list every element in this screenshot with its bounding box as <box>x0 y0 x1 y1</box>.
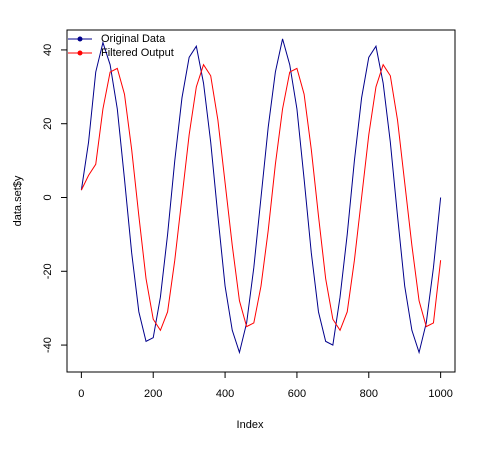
x-tick-label: 0 <box>78 388 84 400</box>
y-tick-label: 0 <box>42 194 54 200</box>
legend-marker <box>77 36 83 42</box>
y-axis-label: data.set$y <box>12 175 24 226</box>
y-tick-label: 40 <box>42 44 54 56</box>
legend-label: Filtered Output <box>101 47 174 59</box>
y-tick-label: -40 <box>42 337 54 353</box>
y-tick-label: 20 <box>42 118 54 130</box>
x-tick-label: 200 <box>144 388 162 400</box>
x-tick-label: 1000 <box>428 388 452 400</box>
y-tick-label: -20 <box>42 263 54 279</box>
x-tick-label: 600 <box>288 388 306 400</box>
x-tick-label: 800 <box>360 388 378 400</box>
x-axis-label: Index <box>237 419 264 431</box>
legend-label: Original Data <box>101 33 166 45</box>
data-line <box>80 63 442 332</box>
data-line <box>80 38 442 355</box>
x-tick-label: 400 <box>216 388 234 400</box>
legend-marker <box>77 50 83 56</box>
plot-box <box>66 29 456 373</box>
